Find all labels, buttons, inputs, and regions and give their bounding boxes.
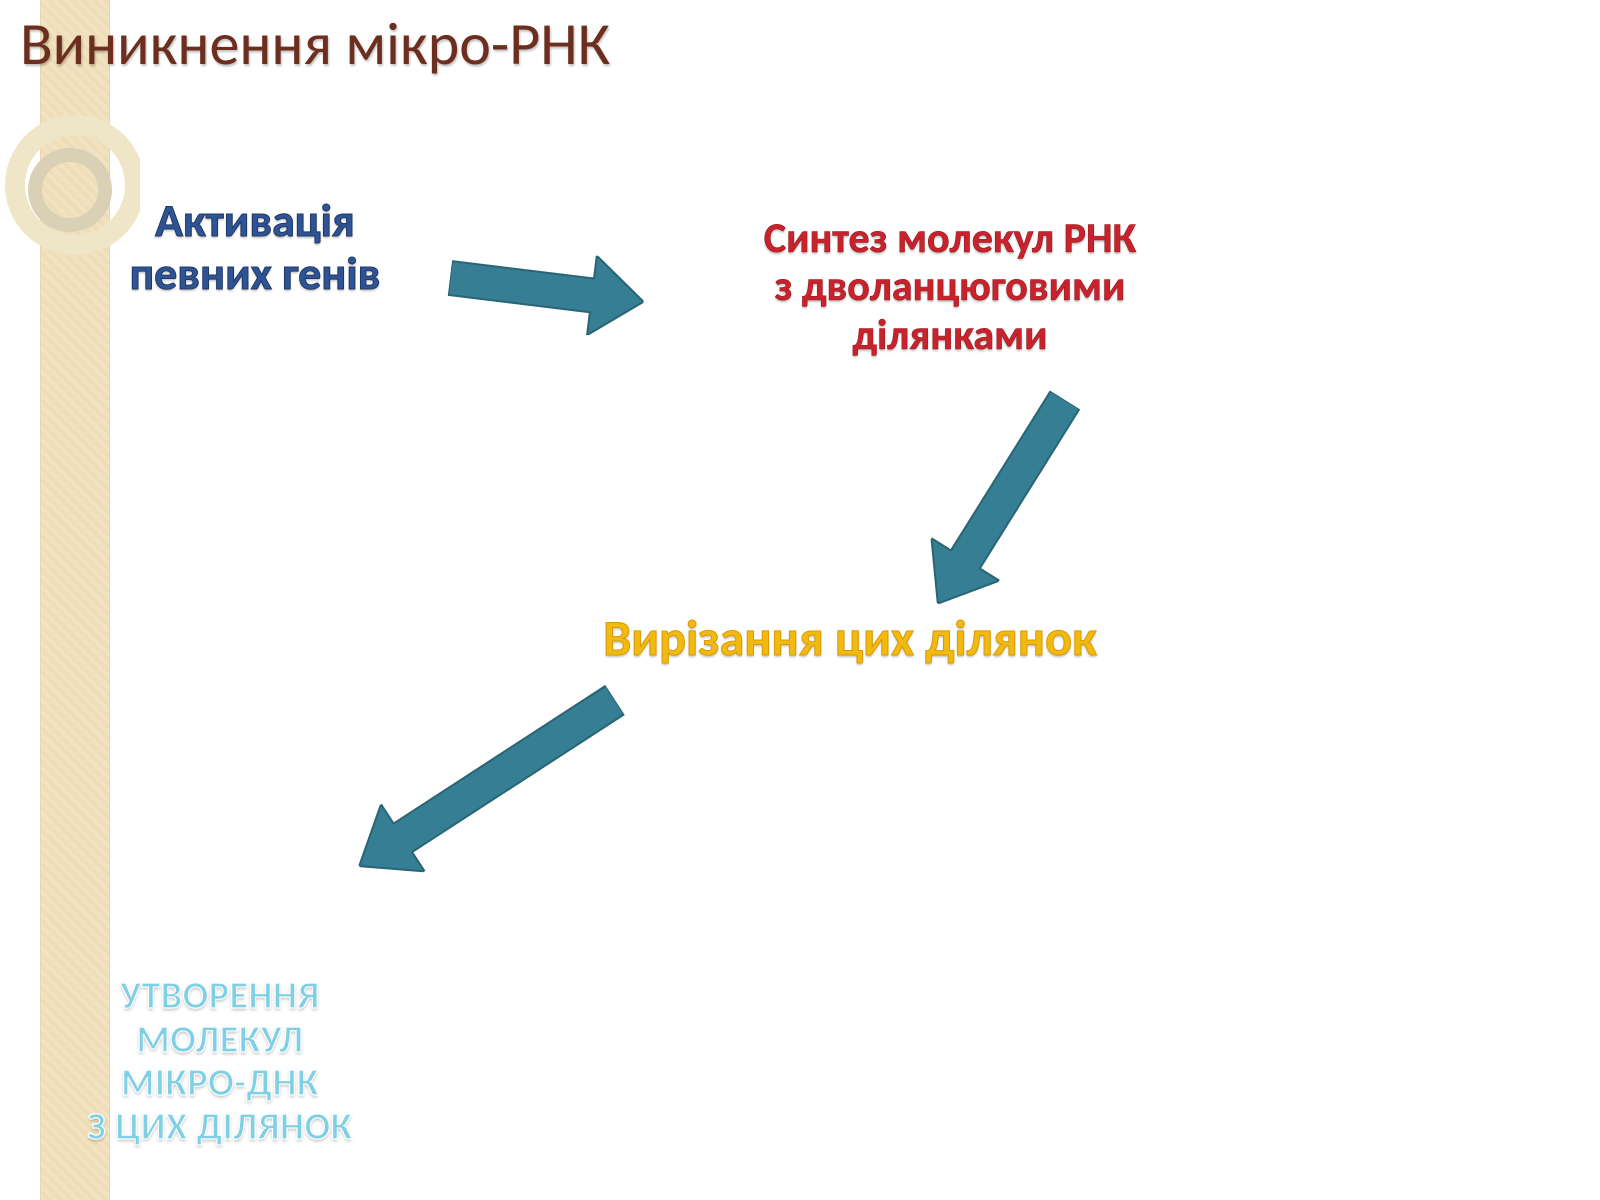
flow-arrow bbox=[445, 238, 648, 341]
flow-arrow bbox=[904, 379, 1099, 625]
flow-node-activation: Активація певних генів bbox=[60, 195, 450, 301]
flow-node-excision: Вирізання цих ділянок bbox=[440, 610, 1260, 668]
flow-arrow bbox=[337, 666, 636, 899]
flow-node-formation: Утворення молекул мікро-ДНК з цих діляно… bbox=[20, 975, 420, 1150]
flow-node-synthesis: Синтез молекул РНК з дволанцюговими діля… bbox=[640, 215, 1260, 360]
slide-title: Виникнення мікро-РНК bbox=[20, 8, 610, 81]
